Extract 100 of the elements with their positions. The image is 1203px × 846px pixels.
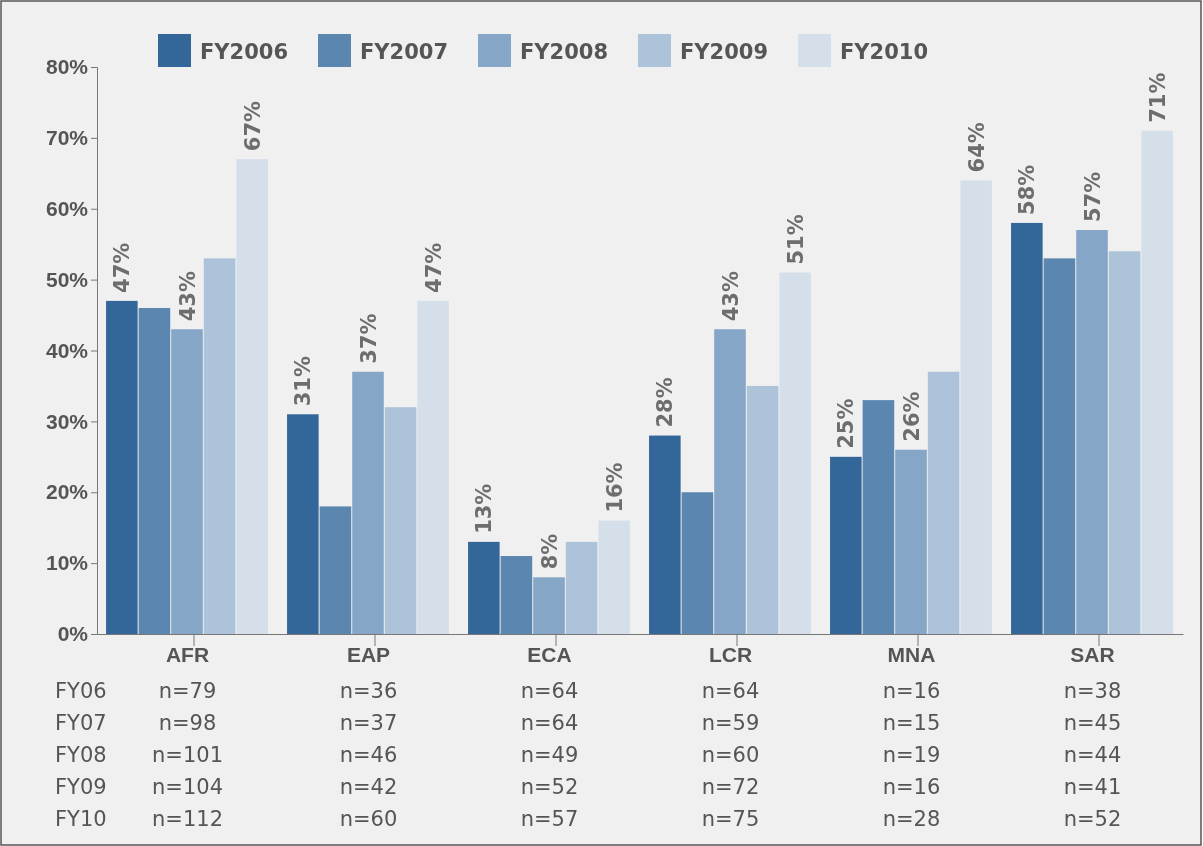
- text: n=36: [339, 679, 398, 703]
- bar: [287, 414, 319, 634]
- bar: [319, 506, 352, 634]
- text: FY06: [55, 679, 107, 703]
- data-label: 26%: [899, 391, 924, 442]
- x-tick-label: SAR: [1070, 643, 1115, 667]
- data-label: 16%: [602, 462, 627, 513]
- bar: [779, 272, 811, 634]
- text: n=52: [1063, 807, 1122, 831]
- y-tick-label: 60%: [45, 196, 89, 220]
- bar: [171, 329, 203, 634]
- text: n=79: [158, 679, 217, 703]
- text: n=60: [339, 807, 398, 831]
- data-label: 57%: [1080, 171, 1105, 223]
- x-tick-label: AFR: [165, 643, 210, 667]
- bar: [1043, 258, 1076, 634]
- x-tick-label: MNA: [887, 643, 936, 667]
- y-tick-label: 10%: [45, 551, 89, 575]
- data-label: 71%: [1145, 72, 1170, 123]
- bar: [500, 556, 533, 634]
- text: FY09: [55, 775, 107, 799]
- y-tick-label: 0%: [57, 622, 89, 646]
- bar: [468, 541, 500, 634]
- bar: [106, 300, 138, 634]
- text: n=59: [701, 711, 760, 735]
- data-label: 64%: [964, 122, 989, 173]
- data-label: 67%: [240, 100, 265, 152]
- data-label: 58%: [1015, 164, 1040, 215]
- x-tick-label: EAP: [346, 643, 391, 667]
- text: n=112: [152, 807, 223, 831]
- bar: [352, 371, 384, 634]
- data-label: 28%: [653, 377, 678, 428]
- text: FY08: [55, 743, 107, 767]
- text: n=41: [1063, 775, 1122, 799]
- bar: [1108, 251, 1141, 634]
- bar: [1076, 230, 1108, 634]
- text: n=57: [520, 807, 579, 831]
- y-tick-label: 80%: [45, 55, 89, 79]
- legend-label: FY2008: [520, 40, 608, 64]
- text: FY10: [55, 807, 107, 831]
- text: n=60: [701, 743, 760, 767]
- legend-label: FY2010: [840, 40, 928, 64]
- y-tick-label: 20%: [45, 480, 89, 504]
- data-label: 37%: [356, 313, 381, 364]
- data-label: 8%: [537, 533, 562, 570]
- x-tick-label: ECA: [527, 643, 572, 667]
- data-label: 43%: [175, 270, 200, 322]
- data-label: 47%: [110, 242, 135, 293]
- text: n=49: [520, 743, 579, 767]
- legend-label: FY2007: [360, 40, 448, 64]
- data-label: 13%: [472, 483, 497, 534]
- text: n=64: [520, 679, 579, 703]
- data-label: 43%: [718, 270, 743, 322]
- text: n=38: [1063, 679, 1122, 703]
- bar: [862, 400, 895, 634]
- bar: [681, 492, 714, 634]
- text: n=19: [882, 743, 941, 767]
- legend-label: FY2009: [680, 40, 768, 64]
- data-label: 47%: [421, 242, 446, 293]
- text: n=16: [882, 679, 941, 703]
- data-label: 31%: [291, 356, 316, 407]
- bar: [598, 520, 630, 634]
- bar: [417, 300, 449, 634]
- bar: [565, 541, 598, 634]
- text: n=52: [520, 775, 579, 799]
- text: n=28: [882, 807, 941, 831]
- bar: [236, 159, 268, 634]
- y-tick-label: 40%: [45, 338, 89, 362]
- text: n=15: [882, 711, 941, 735]
- bar: [533, 577, 565, 634]
- text: n=75: [701, 807, 760, 831]
- y-tick-label: 30%: [45, 409, 89, 433]
- text: n=72: [701, 775, 760, 799]
- text: n=46: [339, 743, 398, 767]
- text: n=45: [1063, 711, 1122, 735]
- bar: [895, 449, 927, 634]
- data-label: 51%: [783, 214, 808, 265]
- bar: [138, 307, 171, 634]
- bar: [203, 258, 236, 634]
- text: n=98: [158, 711, 217, 735]
- text: FY07: [55, 711, 107, 735]
- y-tick-label: 50%: [45, 267, 89, 291]
- bar: [384, 407, 417, 634]
- bar: [649, 435, 681, 634]
- text: n=64: [520, 711, 579, 735]
- data-label: 25%: [834, 398, 859, 449]
- text: n=104: [152, 775, 223, 799]
- text: n=16: [882, 775, 941, 799]
- bar: [746, 385, 779, 634]
- x-tick-label: LCR: [708, 643, 753, 667]
- text: n=44: [1063, 743, 1122, 767]
- bar: [1141, 130, 1173, 634]
- text: n=37: [339, 711, 398, 735]
- bar: [830, 456, 862, 634]
- text: n=101: [152, 743, 223, 767]
- y-tick-label: 70%: [45, 126, 89, 150]
- bar: [960, 180, 992, 634]
- text: n=64: [701, 679, 760, 703]
- bar: [1011, 222, 1043, 634]
- text: n=42: [339, 775, 398, 799]
